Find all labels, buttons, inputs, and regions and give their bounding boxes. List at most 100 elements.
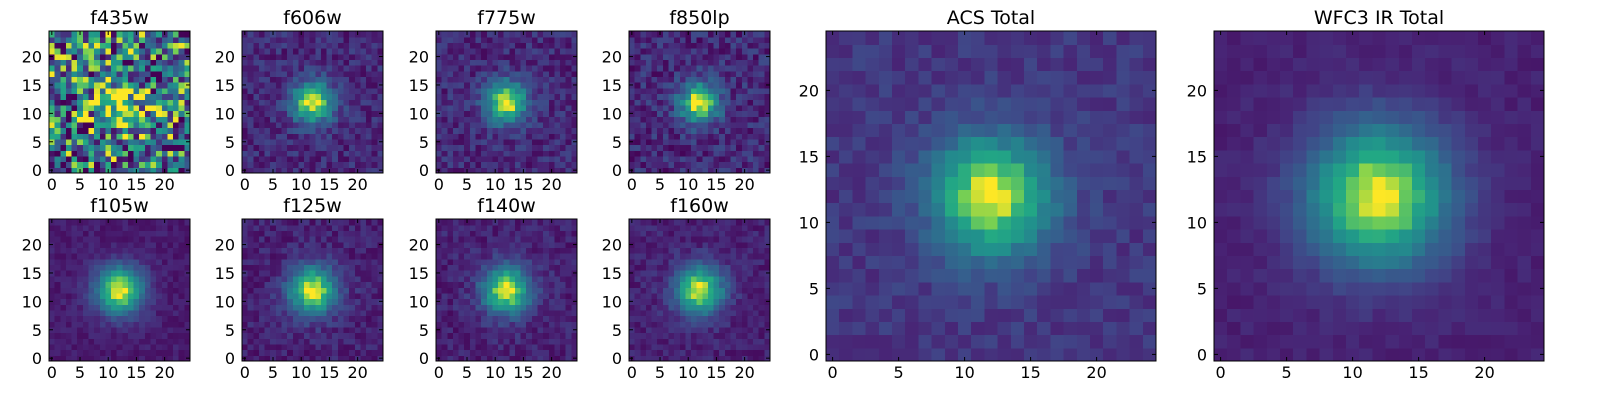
- heatmap-cell: [662, 332, 670, 339]
- heatmap-cell: [287, 65, 294, 72]
- heatmap-cell: [178, 349, 185, 356]
- heatmap-cell: [481, 93, 488, 100]
- heatmap-cell: [514, 349, 522, 356]
- heatmap-cell: [520, 121, 527, 129]
- heatmap-cell: [520, 309, 527, 317]
- heatmap-cell: [645, 144, 653, 151]
- heatmap-cell: [548, 343, 556, 351]
- heatmap-cell: [184, 219, 191, 226]
- heatmap-cell: [520, 236, 527, 243]
- heatmap-cell: [724, 99, 732, 106]
- heatmap-cell: [326, 155, 333, 163]
- heatmap-cell: [458, 76, 465, 83]
- heatmap-cell: [88, 150, 95, 157]
- heatmap-cell: [156, 138, 163, 146]
- heatmap-cell: [127, 270, 135, 277]
- heatmap-cell: [326, 247, 333, 254]
- heatmap-cell: [503, 304, 510, 311]
- heatmap-cell: [116, 224, 123, 231]
- heatmap-cell: [343, 76, 350, 83]
- heatmap-cell: [71, 264, 78, 271]
- heatmap-cell: [377, 127, 384, 134]
- heatmap-cell: [764, 309, 771, 317]
- heatmap-cell: [360, 258, 367, 266]
- heatmap-cell: [326, 287, 333, 294]
- heatmap-cell: [531, 36, 539, 43]
- heatmap-cell: [156, 48, 163, 55]
- heatmap-cell: [332, 236, 339, 243]
- heatmap-cell: [94, 292, 101, 300]
- heatmap-cell: [94, 36, 101, 43]
- heatmap-cell: [719, 110, 726, 117]
- heatmap-cell: [526, 82, 533, 89]
- heatmap-cell: [99, 270, 106, 277]
- heatmap-cell: [275, 241, 283, 248]
- heatmap-cell: [724, 150, 732, 157]
- heatmap-cell: [736, 292, 743, 300]
- heatmap-cell: [309, 298, 316, 305]
- heatmap-cell: [747, 338, 754, 345]
- heatmap-cell: [481, 161, 488, 168]
- heatmap-cell: [640, 270, 647, 277]
- heatmap-cell: [127, 144, 135, 151]
- heatmap-cell: [161, 287, 169, 294]
- heatmap-cell: [554, 133, 561, 140]
- heatmap-cell: [747, 121, 754, 129]
- heatmap-cell: [531, 155, 539, 163]
- heatmap-cell: [498, 264, 505, 271]
- heatmap-cell: [764, 338, 771, 345]
- heatmap-cell: [645, 355, 653, 362]
- heatmap-cell: [253, 309, 260, 317]
- heatmap-cell: [366, 53, 373, 60]
- heatmap-cell: [531, 338, 539, 345]
- heatmap-cell: [503, 247, 510, 254]
- heatmap-cell: [674, 349, 681, 356]
- heatmap-cell: [99, 355, 106, 362]
- heatmap-cell: [82, 127, 90, 134]
- heatmap-cell: [565, 247, 572, 254]
- heatmap-cell: [452, 298, 460, 305]
- heatmap-cell: [304, 93, 311, 100]
- heatmap-cell: [640, 121, 647, 129]
- heatmap-cell: [184, 224, 191, 231]
- heatmap-cell: [514, 121, 522, 129]
- heatmap-cell: [150, 93, 157, 100]
- heatmap-cell: [492, 258, 499, 266]
- heatmap-cell: [520, 253, 527, 260]
- heatmap-cell: [526, 275, 533, 283]
- heatmap-cell: [371, 338, 378, 345]
- heatmap-cell: [447, 287, 454, 294]
- heatmap-cell: [309, 332, 316, 339]
- heatmap-cell: [77, 349, 84, 356]
- heatmap-cell: [696, 121, 703, 129]
- heatmap-cell: [537, 326, 544, 334]
- heatmap-cell: [349, 355, 356, 362]
- heatmap-cell: [452, 349, 460, 356]
- heatmap-cell: [758, 144, 765, 151]
- heatmap-cell: [668, 48, 675, 55]
- heatmap-cell: [270, 48, 277, 55]
- heatmap-cell: [270, 349, 277, 356]
- heatmap-cell: [127, 104, 135, 112]
- heatmap-cell: [571, 42, 578, 49]
- heatmap-cell: [253, 87, 260, 95]
- heatmap-cell: [707, 161, 715, 168]
- heatmap-cell: [116, 110, 123, 117]
- heatmap-cell: [161, 155, 169, 163]
- heatmap-cell: [634, 59, 641, 66]
- heatmap-cell: [371, 161, 378, 168]
- heatmap-cell: [275, 338, 283, 345]
- heatmap-cell: [724, 76, 732, 83]
- heatmap-cell: [133, 230, 140, 237]
- heatmap-cell: [150, 315, 157, 322]
- heatmap-cell: [719, 155, 726, 163]
- heatmap-cell: [161, 349, 169, 356]
- heatmap-cell: [691, 76, 698, 83]
- heatmap-cell: [242, 309, 249, 317]
- heatmap-cell: [531, 264, 539, 271]
- heatmap-cell: [349, 76, 356, 83]
- heatmap-cell: [65, 264, 73, 271]
- heatmap-cell: [503, 70, 510, 78]
- heatmap-cell: [469, 355, 477, 362]
- heatmap-cell: [360, 138, 367, 146]
